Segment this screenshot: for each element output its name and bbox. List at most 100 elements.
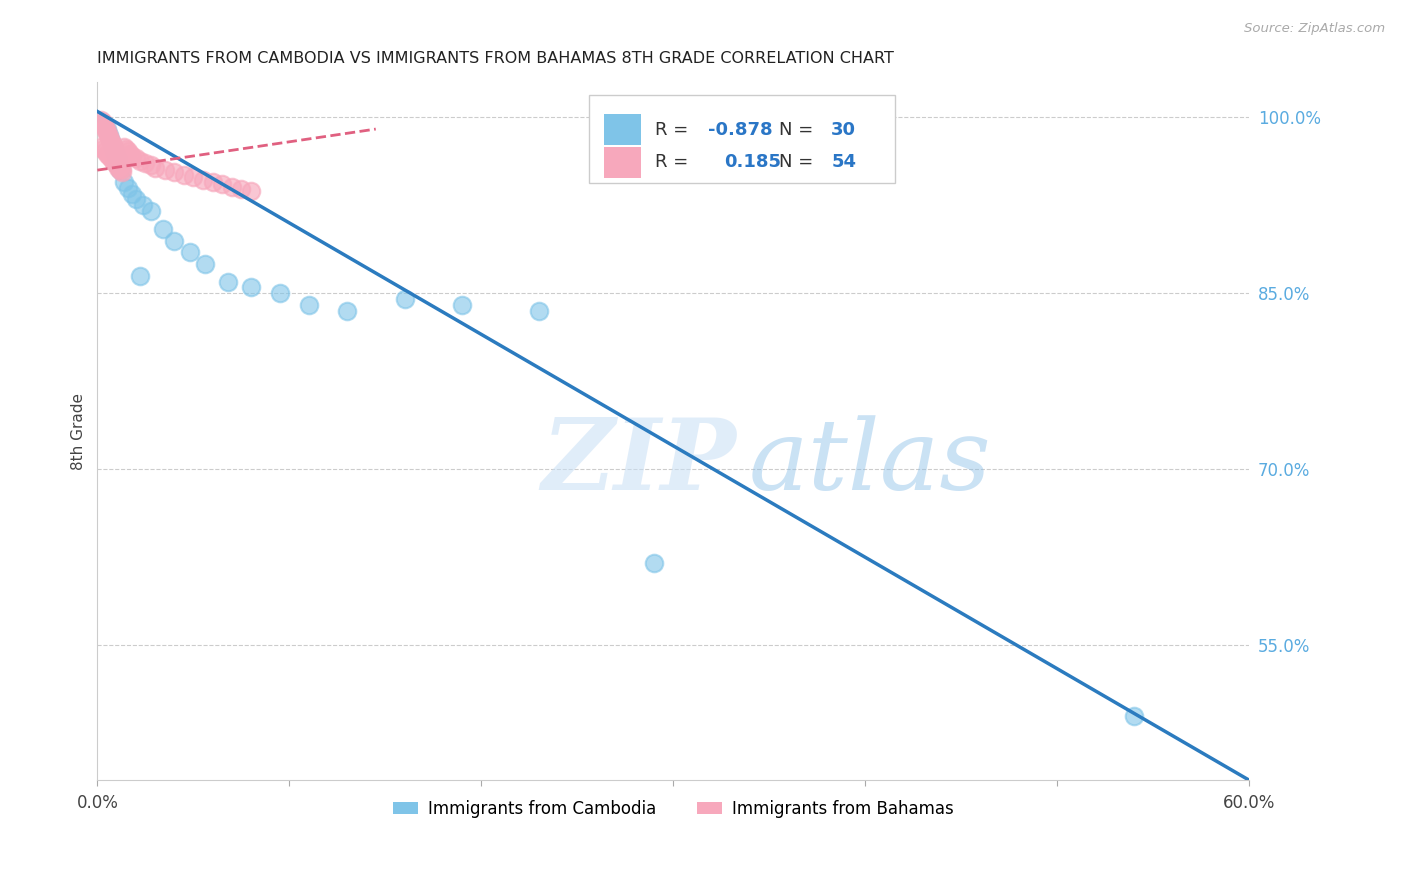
Point [107,161,129,175]
Text: N =: N = [779,120,820,138]
Point [121,149,143,163]
Point [643,556,665,570]
Point [104,156,127,170]
Point [107,155,129,169]
FancyBboxPatch shape [589,95,894,184]
Point [91,115,114,129]
Point [239,280,262,294]
Point [139,204,162,219]
Point [139,158,162,172]
Point [110,157,132,171]
Point [97,149,120,163]
Point [105,148,128,162]
Point [97,131,120,145]
Text: 54: 54 [831,153,856,171]
Text: 0.185: 0.185 [724,153,782,171]
Text: ZIP: ZIP [541,415,735,511]
Point [191,172,214,186]
Point [117,145,139,159]
Text: Source: ZipAtlas.com: Source: ZipAtlas.com [1244,22,1385,36]
Point [104,145,127,160]
Point [110,160,132,174]
Text: IMMIGRANTS FROM CAMBODIA VS IMMIGRANTS FROM BAHAMAS 8TH GRADE CORRELATION CHART: IMMIGRANTS FROM CAMBODIA VS IMMIGRANTS F… [97,51,894,66]
Point [101,141,124,155]
Point [527,304,550,318]
Text: R =: R = [655,153,700,171]
Legend: Immigrants from Cambodia, Immigrants from Bahamas: Immigrants from Cambodia, Immigrants fro… [385,793,960,824]
Point [297,298,319,312]
Point [125,152,148,166]
Point [105,152,128,166]
Point [173,168,195,182]
Point [91,142,114,156]
Point [125,193,148,207]
Point [96,146,118,161]
Point [101,153,124,168]
Point [100,134,122,148]
Text: R =: R = [655,120,695,138]
Point [217,275,239,289]
Y-axis label: 8th Grade: 8th Grade [72,392,86,470]
FancyBboxPatch shape [605,147,641,178]
Point [91,116,114,130]
Point [96,127,118,141]
Text: -0.878: -0.878 [707,120,772,138]
Point [105,158,128,172]
Point [115,142,138,156]
Point [134,156,156,170]
Point [132,198,155,212]
Point [111,161,134,176]
Point [94,120,117,134]
Point [112,139,135,153]
Text: N =: N = [779,153,820,171]
Point [451,298,474,312]
Point [121,186,143,201]
Point [152,222,174,236]
Point [96,122,118,136]
Point [90,139,112,153]
Point [94,145,117,159]
Point [100,136,122,150]
Point [107,157,129,171]
Point [394,292,416,306]
Point [183,170,205,185]
Point [110,163,132,178]
Point [111,165,134,179]
Point [1123,708,1146,723]
Point [112,175,135,189]
Point [94,122,117,136]
Point [118,146,141,161]
Point [110,163,132,178]
Point [117,180,139,194]
Point [211,178,233,192]
Point [101,139,124,153]
Point [100,134,122,148]
Point [221,179,243,194]
Point [336,304,359,318]
Text: atlas: atlas [748,415,991,510]
Point [107,153,129,167]
Text: 30: 30 [831,120,856,138]
Point [91,117,114,131]
Point [96,124,118,138]
Point [128,268,150,283]
Point [153,163,176,178]
Point [105,150,128,164]
Point [97,129,120,144]
Point [101,138,124,153]
Point [194,257,217,271]
Point [163,234,186,248]
Point [201,175,224,189]
Point [163,165,186,179]
Point [128,153,150,168]
Point [90,112,112,127]
Point [97,128,120,142]
Point [100,152,122,166]
Point [231,182,253,196]
Point [104,143,127,157]
Point [239,184,262,198]
Point [179,245,201,260]
Point [143,161,166,175]
Point [269,286,291,301]
FancyBboxPatch shape [605,114,641,145]
